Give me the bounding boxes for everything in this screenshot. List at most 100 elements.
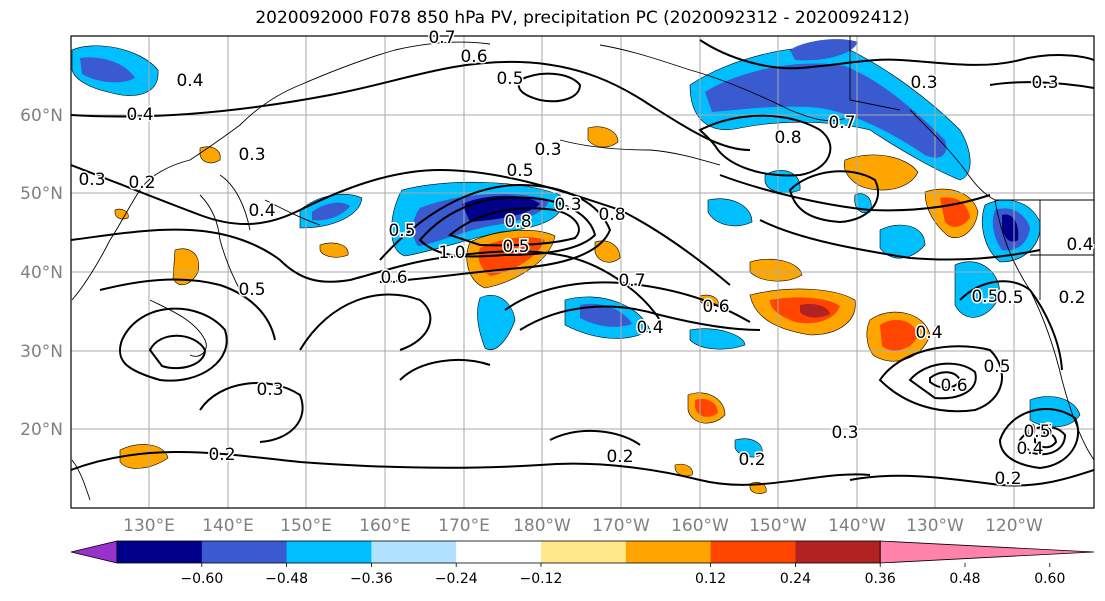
shade-positive	[843, 154, 919, 191]
contour-label: 0.6	[380, 268, 407, 288]
colorbar-tick-label: −0.12	[520, 571, 563, 587]
colorbar-segment	[201, 541, 288, 563]
contour-label: 0.5	[388, 221, 415, 241]
contour-label: 0.7	[618, 271, 645, 291]
colorbar-frame	[116, 540, 881, 564]
longitude-label: 180°W	[513, 516, 571, 536]
shade-positive	[800, 304, 830, 318]
contour-label: 0.5	[1023, 422, 1050, 442]
shade-negative	[734, 438, 763, 458]
colorbar-tick-label: 0.12	[695, 571, 726, 587]
map-panel	[71, 36, 1094, 508]
precipitation-shading	[71, 39, 1081, 494]
latitude-labels: 60°N 50°N 40°N 30°N 20°N	[20, 106, 63, 440]
shade-positive	[880, 319, 918, 351]
shade-negative	[707, 198, 753, 227]
longitude-labels: 130°E 140°E 150°E 160°E 170°E 180°W 170°W 160°W…	[123, 516, 1043, 536]
contour-label: 0.3	[78, 170, 105, 190]
colorbar-segment	[625, 541, 712, 563]
contour-label: 0.4	[126, 105, 153, 125]
shade-positive	[695, 398, 718, 417]
contour-label: 0.2	[606, 447, 633, 467]
contour-label: 0.4	[248, 201, 275, 221]
longitude-label: 150°W	[749, 516, 807, 536]
contour-label: 0.5	[971, 287, 998, 307]
shade-negative	[689, 328, 746, 350]
map-title: 2020092000 F078 850 hPa PV, precipitatio…	[255, 8, 910, 28]
shade-negative	[790, 39, 858, 61]
gridlines	[71, 36, 1094, 508]
contour-label: 0.3	[1031, 73, 1058, 93]
latitude-label: 60°N	[20, 106, 63, 126]
contour-label: 0.3	[534, 140, 561, 160]
contour-label: 0.2	[738, 450, 765, 470]
contour-label: 0.5	[238, 280, 265, 300]
contour-label: 0.3	[831, 423, 858, 443]
contour-label: 0.2	[1058, 288, 1085, 308]
contour-label: 0.8	[774, 128, 801, 148]
colorbar-tick-label: 0.36	[865, 571, 896, 587]
longitude-label: 150°E	[280, 516, 332, 536]
latitude-label: 50°N	[20, 184, 63, 204]
colorbar: −0.60 −0.48 −0.36 −0.24 −0.12 0.12 0.24 0.36 0.4…	[70, 540, 1095, 587]
contour-label: 0.6	[940, 376, 967, 396]
longitude-label: 160°W	[671, 516, 729, 536]
latitude-label: 20°N	[20, 420, 63, 440]
colorbar-tick-label: −0.60	[180, 571, 223, 587]
pv-contours	[71, 39, 1094, 487]
colorbar-extend-low	[70, 540, 118, 564]
contour-label: 0.5	[983, 357, 1010, 377]
colorbar-segment	[117, 541, 203, 563]
longitude-label: 160°E	[359, 516, 411, 536]
shade-negative	[80, 57, 135, 83]
contour-label: 0.5	[996, 288, 1023, 308]
contour-label: 0.4	[915, 323, 942, 343]
shade-positive	[319, 242, 349, 258]
contour-label: 0.6	[702, 297, 729, 317]
contour-label: 0.4	[176, 71, 203, 91]
longitude-label: 140°E	[202, 516, 254, 536]
contour-label: 0.3	[554, 195, 581, 215]
colorbar-segment	[286, 541, 372, 563]
contour-label: 0.4	[636, 318, 663, 338]
contour-label: 0.5	[502, 237, 529, 257]
contour-label: 0.4	[1016, 439, 1043, 459]
contour-label: 0.7	[428, 28, 455, 48]
latitude-label: 30°N	[20, 342, 63, 362]
colorbar-tick-label: −0.24	[435, 571, 478, 587]
contour-label: 0.4	[1066, 235, 1093, 255]
shade-positive	[594, 240, 621, 263]
shade-positive	[749, 259, 803, 282]
colorbar-tick-label: −0.48	[265, 571, 308, 587]
map-frame	[70, 35, 1095, 509]
shade-positive	[114, 208, 129, 220]
contour-label: 0.6	[460, 47, 487, 67]
contour-label: 1.0	[438, 243, 465, 263]
longitude-label: 170°E	[438, 516, 490, 536]
colorbar-segment	[456, 541, 542, 563]
contour-label: 0.3	[256, 380, 283, 400]
colorbar-tick-label: 0.48	[949, 571, 980, 587]
colorbar-segment	[371, 541, 457, 563]
contour-label: 0.8	[598, 205, 625, 225]
colorbar-tick-label: 0.24	[780, 571, 811, 587]
shade-positive	[199, 146, 221, 164]
colorbar-segment	[795, 541, 881, 563]
contour-label: 0.2	[994, 469, 1021, 489]
shade-negative	[1029, 396, 1081, 428]
contour-label: 0.3	[910, 73, 937, 93]
contour-label: 0.3	[238, 145, 265, 165]
shade-negative	[312, 202, 350, 221]
shade-positive	[478, 237, 545, 276]
longitude-label: 120°W	[985, 516, 1043, 536]
shade-negative	[705, 63, 947, 158]
shade-positive	[674, 463, 693, 477]
shade-positive	[119, 444, 169, 469]
colorbar-segment	[710, 541, 796, 563]
longitude-label: 140°W	[828, 516, 886, 536]
contour-label: 0.2	[208, 445, 235, 465]
colorbar-tick-label: −0.36	[350, 571, 393, 587]
shade-negative	[954, 261, 1001, 318]
shade-positive	[587, 126, 619, 148]
